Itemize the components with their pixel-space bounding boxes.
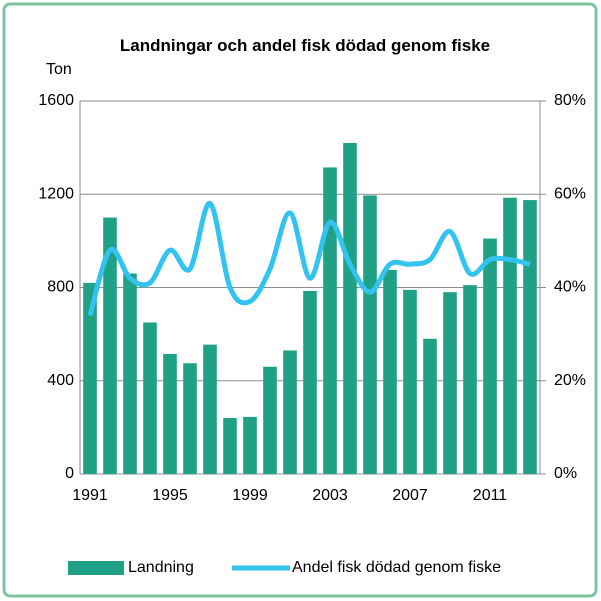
bar bbox=[223, 418, 237, 474]
bar bbox=[243, 416, 257, 474]
bar bbox=[463, 285, 477, 474]
y2-tick-label: 60% bbox=[554, 185, 586, 202]
y-tick-label: 400 bbox=[47, 372, 74, 389]
x-tick-label: 1991 bbox=[72, 487, 108, 504]
y-axis-label: Ton bbox=[46, 61, 72, 78]
x-tick-label: 1999 bbox=[232, 487, 268, 504]
x-tick-label: 1995 bbox=[152, 487, 188, 504]
bar bbox=[503, 197, 517, 474]
y-tick-label: 1200 bbox=[38, 185, 74, 202]
y-tick-label: 1600 bbox=[38, 92, 74, 109]
bar bbox=[343, 142, 357, 474]
y-tick-label: 0 bbox=[65, 465, 74, 482]
bar bbox=[123, 273, 137, 474]
legend-swatch bbox=[68, 561, 124, 575]
bar bbox=[423, 338, 437, 474]
bar bbox=[203, 344, 217, 474]
bar bbox=[303, 290, 317, 474]
bar bbox=[523, 200, 537, 474]
x-tick-label: 2007 bbox=[392, 487, 428, 504]
y-tick-label: 800 bbox=[47, 279, 74, 296]
bar bbox=[363, 195, 377, 474]
line bbox=[87, 201, 531, 317]
y2-tick-label: 0% bbox=[554, 465, 577, 482]
x-tick-label: 2011 bbox=[473, 487, 508, 504]
bar bbox=[263, 366, 277, 474]
legend-label: Andel fisk dödad genom fiske bbox=[292, 559, 501, 576]
chart-title: Landningar och andel fisk dödad genom fi… bbox=[119, 36, 491, 55]
bar bbox=[283, 350, 297, 474]
bar bbox=[443, 292, 457, 474]
y2-tick-label: 40% bbox=[554, 279, 586, 296]
bar bbox=[143, 322, 157, 474]
bar bbox=[323, 167, 337, 475]
bar bbox=[403, 289, 417, 474]
bar bbox=[103, 217, 117, 474]
x-tick-label: 2003 bbox=[312, 487, 348, 504]
bar bbox=[83, 282, 97, 474]
y2-tick-label: 80% bbox=[554, 92, 586, 109]
bar bbox=[383, 270, 397, 474]
y2-tick-label: 20% bbox=[554, 372, 586, 389]
bar bbox=[483, 238, 497, 474]
bar bbox=[163, 353, 177, 474]
legend-label: Landning bbox=[128, 559, 194, 576]
bar bbox=[183, 363, 197, 474]
